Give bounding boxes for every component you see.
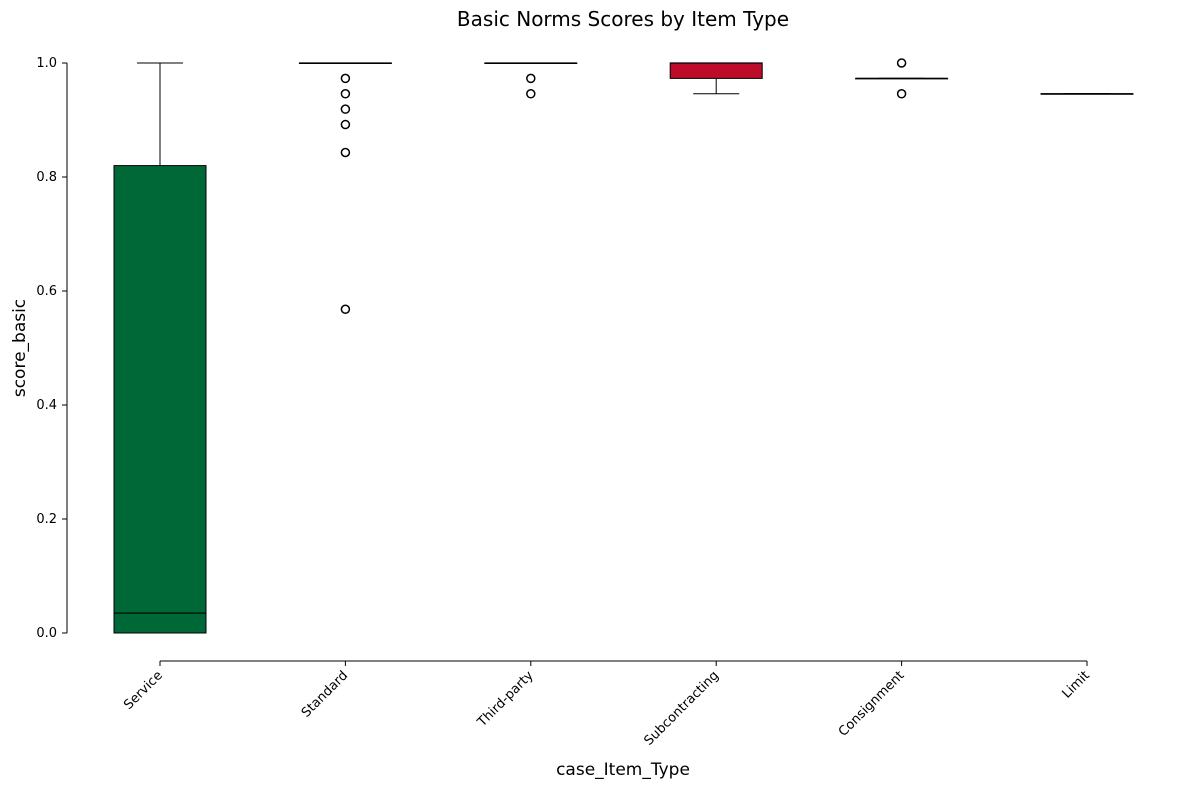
y-tick-label-5: 1.0 (36, 56, 57, 71)
chart-title: Basic Norms Scores by Item Type (457, 7, 789, 31)
x-tick-label-5: Limit (1059, 668, 1092, 701)
y-axis: 0.0 0.2 0.4 0.6 0.8 1.0 (36, 56, 68, 641)
box-standard (298, 62, 392, 314)
boxes-layer (113, 58, 1134, 634)
outlier-point-4 (340, 147, 351, 158)
outlier-point-1 (526, 89, 536, 99)
x-axis: Service Standard Third-party Subcontracting… (121, 660, 1093, 749)
outlier-point-5 (340, 304, 351, 314)
box-subcontracting (669, 62, 763, 95)
x-tick-label-2: Third-party (474, 668, 537, 731)
box-third-party (484, 62, 578, 99)
x-axis-label: case_Item_Type (556, 760, 690, 780)
outlier-point-2 (340, 104, 351, 114)
y-tick-label-3: 0.6 (36, 284, 57, 299)
x-tick-label-3: Subcontracting (642, 668, 722, 748)
y-tick-label-4: 0.8 (36, 170, 57, 185)
outlier-point-1 (896, 89, 907, 99)
box-body (113, 165, 207, 634)
y-axis-label: score_basic (10, 299, 30, 397)
box-body (669, 62, 763, 79)
x-tick-label-1: Standard (299, 668, 351, 720)
outlier-point-3 (340, 119, 351, 130)
outlier-point-1 (340, 89, 351, 99)
y-tick-label-1: 0.2 (36, 512, 57, 527)
outlier-point-0 (526, 73, 536, 84)
outlier-point-0 (896, 58, 907, 68)
x-tick-label-0: Service (121, 668, 166, 713)
y-tick-label-0: 0.0 (36, 626, 57, 641)
box-consignment (855, 58, 949, 99)
y-tick-label-2: 0.4 (36, 398, 57, 413)
box-limit (1040, 93, 1134, 95)
box-service (113, 62, 207, 634)
outlier-point-0 (340, 73, 351, 84)
x-tick-label-4: Consignment (836, 668, 908, 740)
